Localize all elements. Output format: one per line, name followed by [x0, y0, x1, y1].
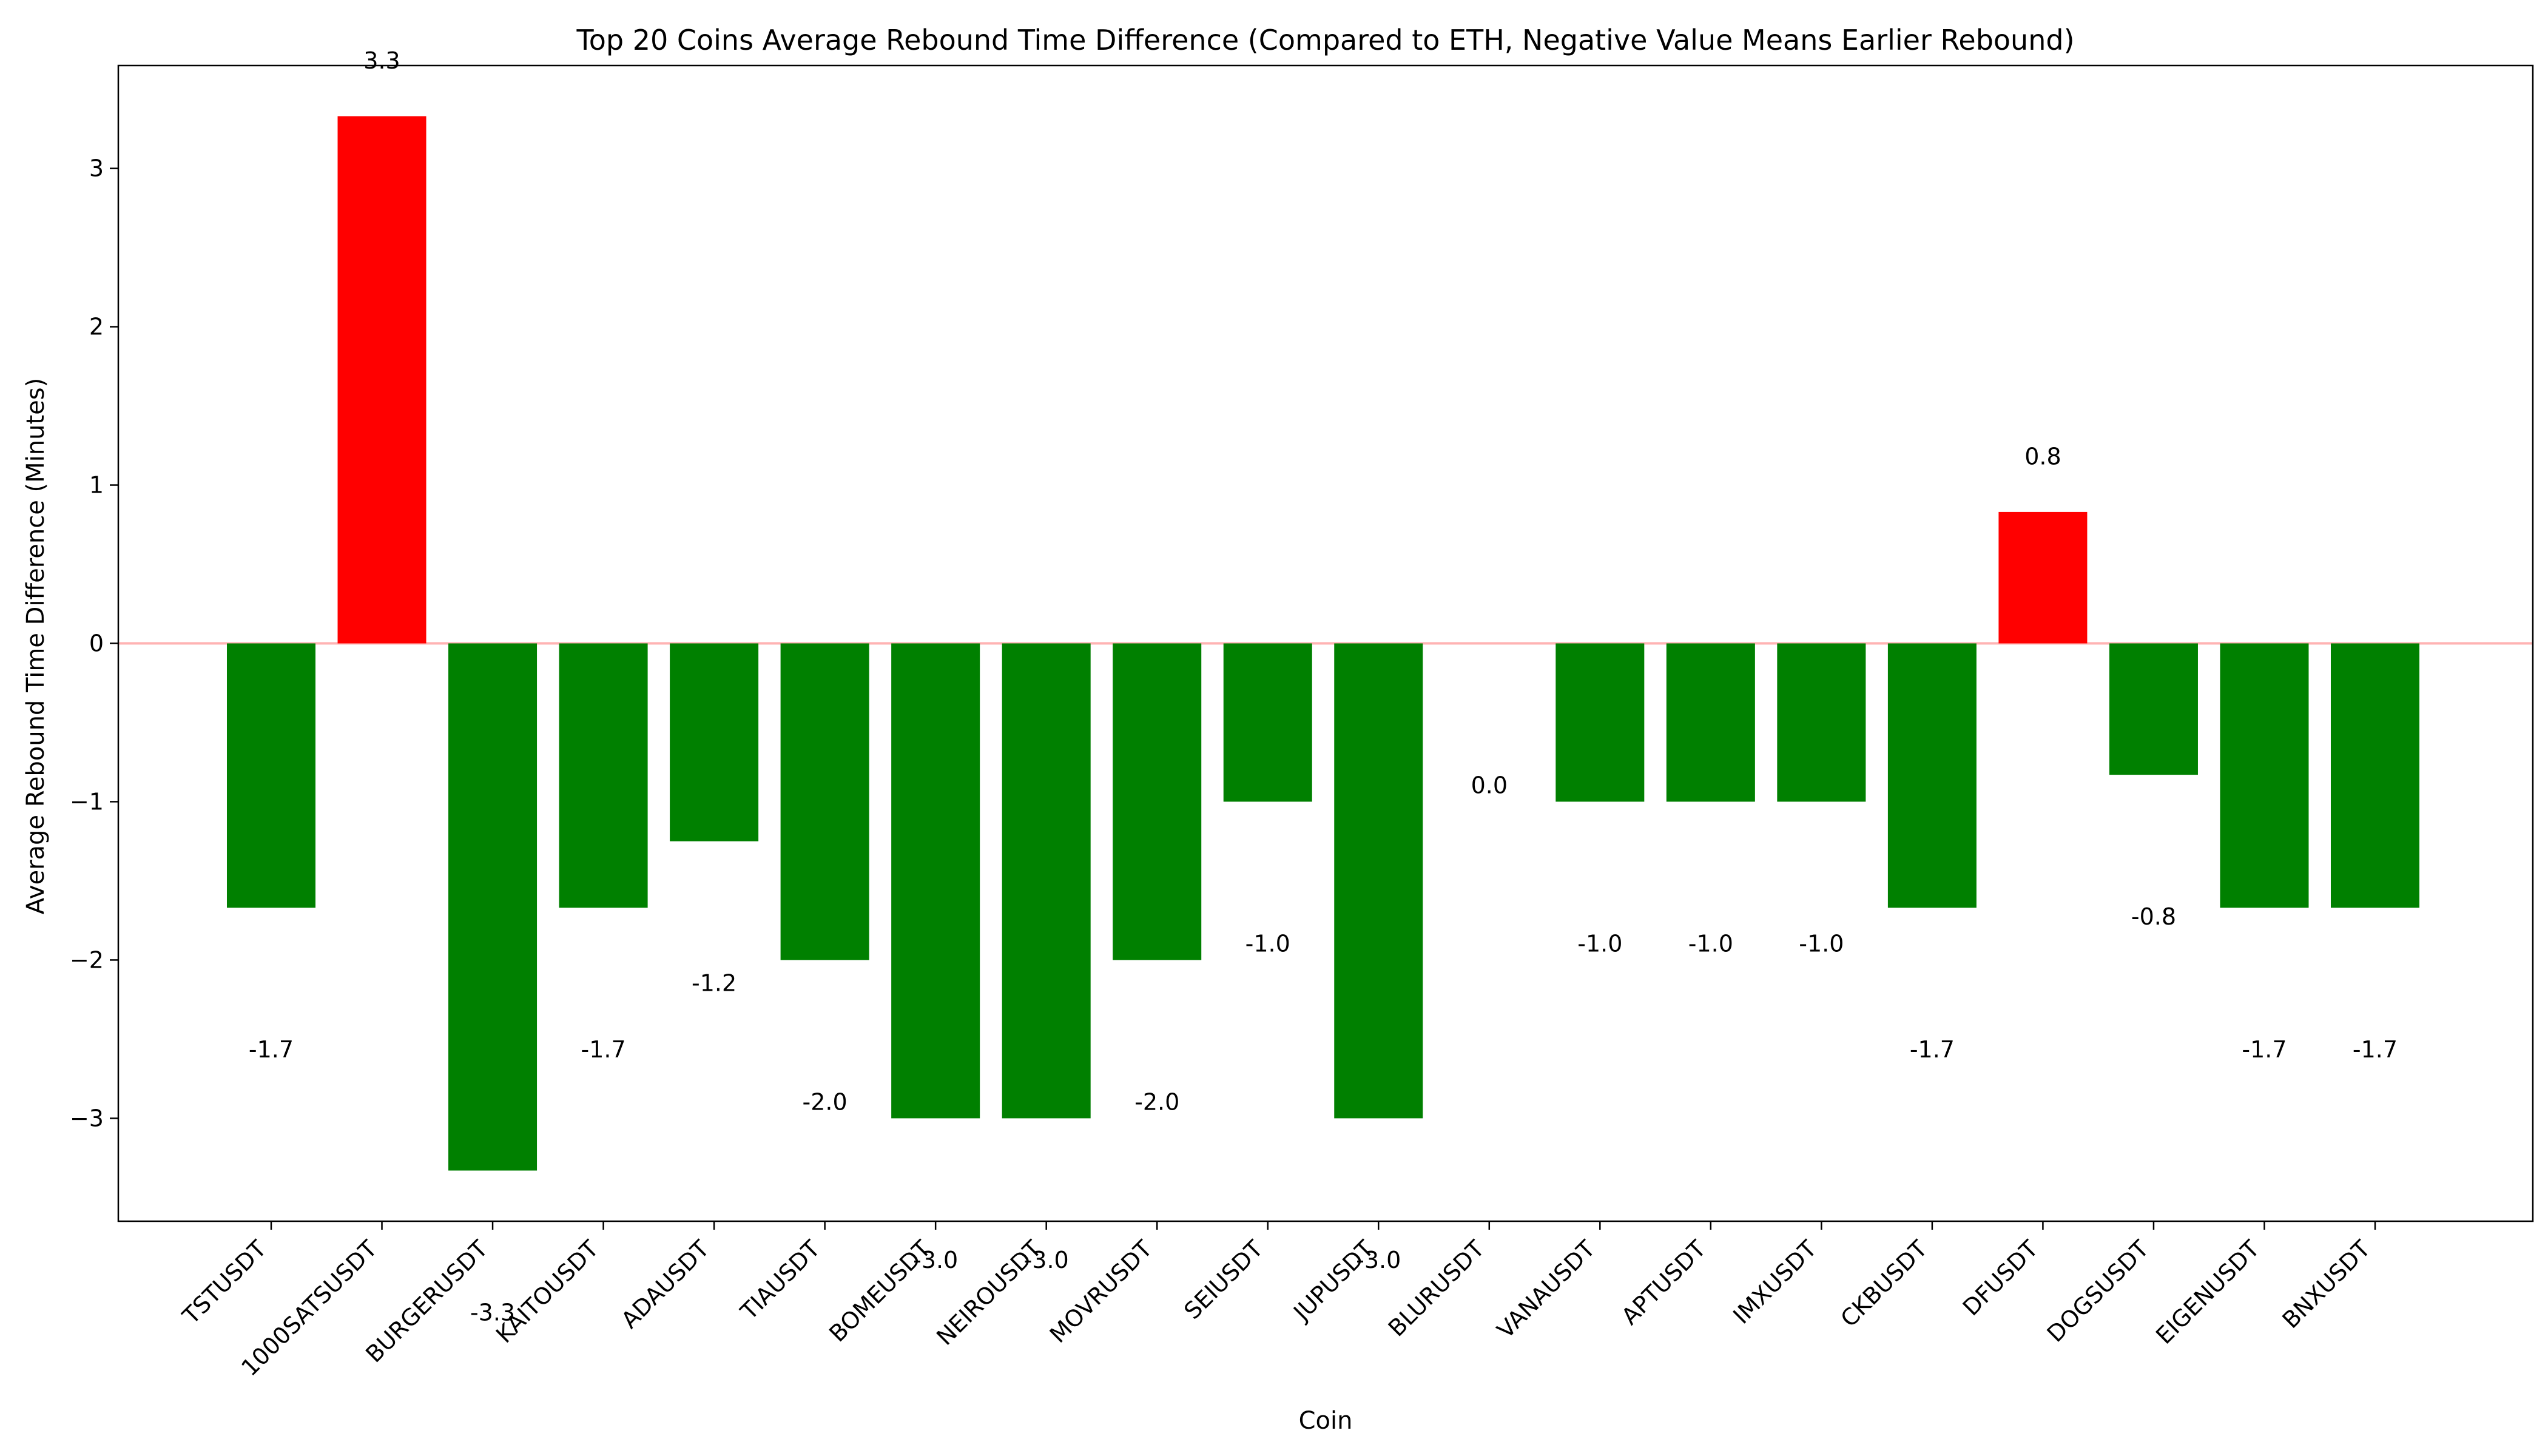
bar-value-label: 3.3 — [363, 47, 400, 74]
y-axis-label: Average Rebound Time Difference (Minutes… — [22, 378, 50, 914]
bar-value-label: 0.0 — [1471, 772, 1508, 798]
y-tick-label: 2 — [89, 314, 104, 340]
bar-value-label: -1.2 — [692, 970, 736, 997]
bar-value-label: -1.7 — [2353, 1036, 2398, 1063]
bar — [337, 116, 426, 644]
bar — [1777, 643, 1866, 802]
bar — [1002, 643, 1091, 1119]
bar-value-label: -3.0 — [913, 1247, 958, 1273]
bar — [891, 643, 980, 1119]
x-axis-label: Coin — [1299, 1407, 1353, 1435]
bar — [226, 643, 316, 908]
bar-value-label: -3.3 — [470, 1299, 515, 1326]
bar-value-label: -1.0 — [1245, 930, 1290, 957]
y-tick-label: 3 — [89, 155, 104, 182]
bar — [1998, 511, 2088, 644]
bar-value-label: -1.0 — [1577, 930, 1622, 957]
bar-value-label: -1.7 — [581, 1036, 626, 1063]
bar-value-label: -1.7 — [249, 1036, 294, 1063]
bar-value-label: -3.0 — [1024, 1247, 1069, 1273]
bar — [780, 643, 869, 960]
y-tick-label: −2 — [70, 946, 104, 973]
bar-value-label: -1.0 — [1799, 930, 1844, 957]
y-tick-label: 0 — [89, 630, 104, 657]
bar — [1555, 643, 1645, 802]
bar — [2220, 643, 2309, 908]
bar — [1113, 643, 1202, 960]
bar-value-label: -1.7 — [1910, 1036, 1955, 1063]
bar — [2109, 643, 2198, 775]
bar — [1666, 643, 1755, 802]
y-tick-label: 1 — [89, 472, 104, 499]
bar-value-label: -2.0 — [803, 1088, 848, 1115]
bar — [2330, 643, 2420, 908]
bar-value-label: -0.8 — [2131, 903, 2176, 930]
chart-title: Top 20 Coins Average Rebound Time Differ… — [576, 24, 2074, 56]
y-tick-label: −1 — [70, 788, 104, 815]
bar — [1887, 643, 1977, 908]
plot-frame — [117, 64, 2534, 1222]
bar — [670, 643, 759, 841]
bar-value-label: -1.0 — [1688, 930, 1733, 957]
bar — [559, 643, 648, 908]
y-tick-label: −3 — [70, 1105, 104, 1131]
bar-value-label: -3.0 — [1356, 1247, 1401, 1273]
bar-value-label: -1.7 — [2242, 1036, 2287, 1063]
bar — [1334, 643, 1423, 1119]
bar-value-label: -2.0 — [1134, 1088, 1179, 1115]
bar — [1223, 643, 1312, 802]
bar — [448, 643, 538, 1171]
bar-value-label: 0.8 — [2024, 443, 2061, 470]
